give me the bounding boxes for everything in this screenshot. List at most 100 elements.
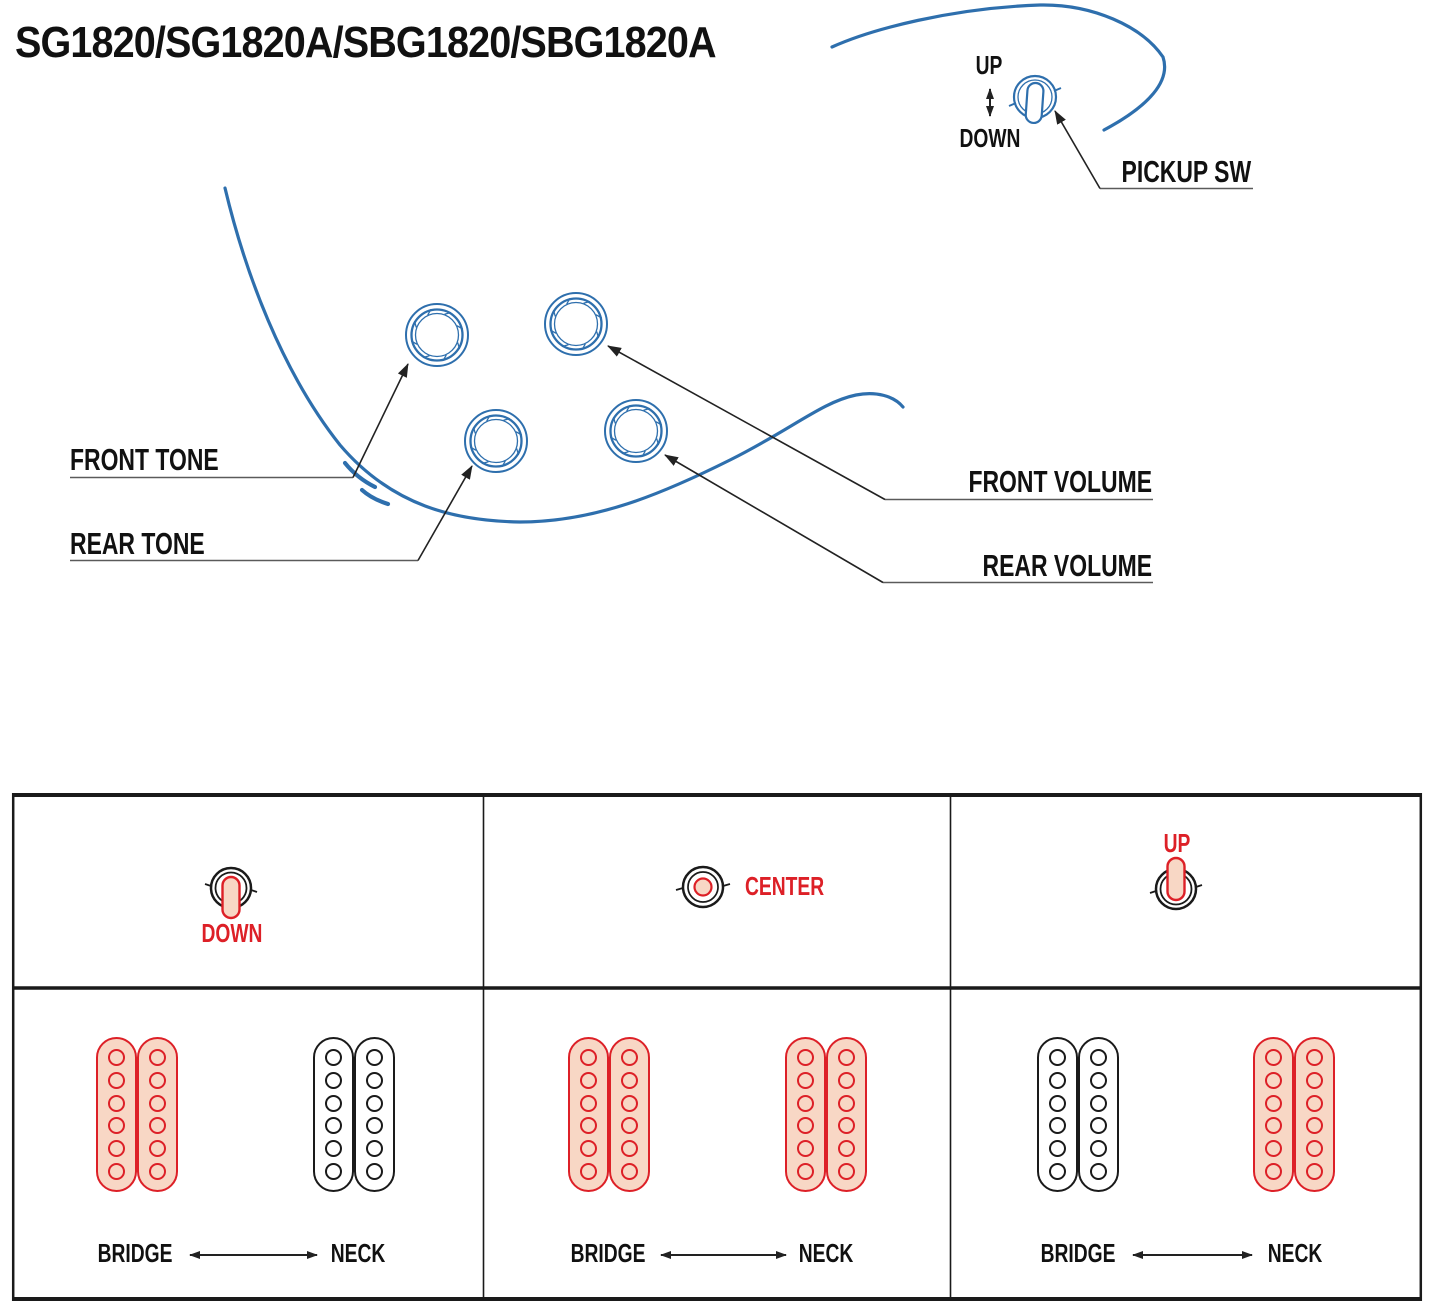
- pole-piece-icon: [108, 1094, 125, 1112]
- body-waist-curve: [223, 186, 905, 524]
- rear-tone-label: REAR TONE: [70, 526, 205, 561]
- bridge-label: BRIDGE: [570, 1238, 646, 1268]
- pole-piece-icon: [149, 1117, 166, 1135]
- pole-piece-icon: [838, 1140, 855, 1158]
- pole-piece-icon: [149, 1071, 166, 1089]
- pole-piece-icon: [797, 1094, 814, 1112]
- pole-piece-icon: [1265, 1117, 1282, 1135]
- pole-piece-icon: [838, 1049, 855, 1066]
- pole-piece-icon: [149, 1162, 166, 1180]
- pole-piece-icon: [797, 1140, 814, 1158]
- pole-piece-icon: [1090, 1117, 1107, 1135]
- pole-piece-icon: [108, 1117, 125, 1135]
- pole-piece-icon: [1306, 1117, 1323, 1135]
- pickup-switch-icon: [1008, 74, 1062, 125]
- table-position-down-label: DOWN: [201, 918, 263, 948]
- pole-piece-icon: [1049, 1162, 1066, 1180]
- bridge-label: BRIDGE: [1040, 1238, 1116, 1268]
- table-position-up-label: UP: [1163, 828, 1191, 858]
- front-volume-knob: [543, 291, 609, 357]
- pole-piece-icon: [1306, 1094, 1323, 1112]
- neck-pickup: [785, 1037, 867, 1192]
- pole-piece-icon: [1049, 1049, 1066, 1066]
- pole-piece-icon: [1265, 1071, 1282, 1089]
- bridge-label: BRIDGE: [97, 1238, 173, 1268]
- pole-piece-icon: [325, 1162, 342, 1180]
- pole-piece-icon: [1306, 1140, 1323, 1158]
- switch-position-up-icon: [1149, 856, 1203, 911]
- pole-piece-icon: [1265, 1162, 1282, 1180]
- pole-piece-icon: [1306, 1071, 1323, 1089]
- front-tone-label: FRONT TONE: [70, 442, 219, 477]
- neck-pickup: [313, 1037, 395, 1192]
- neck-label: NECK: [330, 1238, 386, 1268]
- pickup-coil: [1294, 1037, 1335, 1192]
- pickup-coil: [1078, 1037, 1119, 1192]
- pole-piece-icon: [1265, 1094, 1282, 1112]
- front-volume-label: FRONT VOLUME: [968, 464, 1152, 499]
- pole-piece-icon: [621, 1162, 638, 1180]
- pole-piece-icon: [621, 1140, 638, 1158]
- guitar-body-outline: [223, 3, 1167, 524]
- selector-table-grid: [11, 793, 1423, 1301]
- switch-position-center-icon: [675, 865, 731, 909]
- pole-piece-icon: [1090, 1094, 1107, 1112]
- output-jack-detail: [342, 460, 378, 490]
- pole-piece-icon: [580, 1094, 597, 1112]
- pole-piece-icon: [1265, 1140, 1282, 1158]
- pole-piece-icon: [580, 1117, 597, 1135]
- pole-piece-icon: [1049, 1094, 1066, 1112]
- pole-piece-icon: [580, 1162, 597, 1180]
- pole-piece-icon: [149, 1094, 166, 1112]
- switch-down-label: DOWN: [959, 123, 1021, 153]
- pole-piece-icon: [1306, 1162, 1323, 1180]
- pickup-coil: [568, 1037, 609, 1192]
- pole-piece-icon: [108, 1140, 125, 1158]
- pickup-coil: [313, 1037, 354, 1192]
- pole-piece-icon: [580, 1049, 597, 1066]
- neck-label: NECK: [798, 1238, 854, 1268]
- pole-piece-icon: [366, 1140, 383, 1158]
- bridge-pickup: [1037, 1037, 1119, 1192]
- pole-piece-icon: [838, 1094, 855, 1112]
- pole-piece-icon: [366, 1117, 383, 1135]
- pickup-coil: [137, 1037, 178, 1192]
- pole-piece-icon: [1306, 1049, 1323, 1066]
- bridge-pickup: [568, 1037, 650, 1192]
- pole-piece-icon: [621, 1094, 638, 1112]
- page-title: SG1820/SG1820A/SBG1820/SBG1820A: [15, 18, 717, 67]
- pole-piece-icon: [108, 1162, 125, 1180]
- rear-volume-label: REAR VOLUME: [982, 548, 1152, 583]
- pole-piece-icon: [838, 1117, 855, 1135]
- front-tone-knob: [404, 302, 470, 368]
- pole-piece-icon: [580, 1140, 597, 1158]
- pole-piece-icon: [325, 1094, 342, 1112]
- pole-piece-icon: [108, 1049, 125, 1066]
- pickup-coil: [609, 1037, 650, 1192]
- pole-piece-icon: [1265, 1049, 1282, 1066]
- pole-piece-icon: [149, 1049, 166, 1066]
- pole-piece-icon: [325, 1140, 342, 1158]
- pole-piece-icon: [838, 1162, 855, 1180]
- bridge-pickup: [96, 1037, 178, 1192]
- pole-piece-icon: [366, 1162, 383, 1180]
- pole-piece-icon: [108, 1071, 125, 1089]
- pole-piece-icon: [325, 1049, 342, 1066]
- body-horn-curve: [830, 3, 1167, 132]
- table-position-center-label: CENTER: [745, 871, 825, 901]
- pole-piece-icon: [325, 1117, 342, 1135]
- switch-up-label: UP: [975, 50, 1003, 80]
- pole-piece-icon: [621, 1117, 638, 1135]
- pole-piece-icon: [1090, 1162, 1107, 1180]
- pickup-coil: [1037, 1037, 1078, 1192]
- neck-label: NECK: [1267, 1238, 1323, 1268]
- pole-piece-icon: [366, 1094, 383, 1112]
- pole-piece-icon: [621, 1049, 638, 1066]
- callout-lines: [70, 110, 1253, 584]
- pole-piece-icon: [366, 1071, 383, 1089]
- pole-piece-icon: [621, 1071, 638, 1089]
- pole-piece-icon: [1049, 1117, 1066, 1135]
- pole-piece-icon: [366, 1049, 383, 1066]
